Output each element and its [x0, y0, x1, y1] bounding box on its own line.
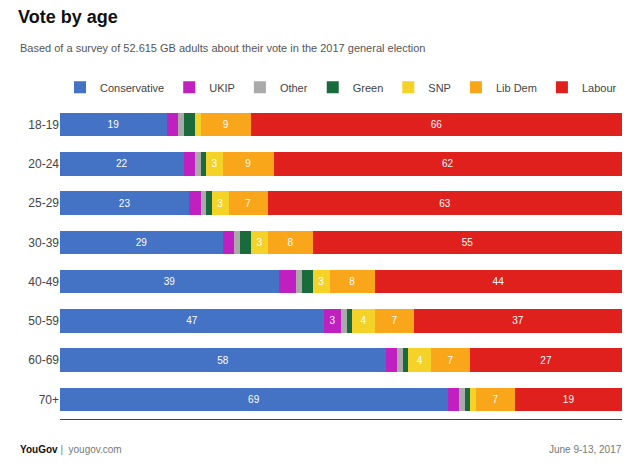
svg-text:SNP: SNP: [428, 82, 451, 94]
svg-text:23: 23: [119, 198, 131, 209]
svg-text:UKIP: UKIP: [209, 82, 235, 94]
svg-text:7: 7: [493, 394, 499, 405]
svg-text:8: 8: [349, 276, 355, 287]
svg-text:40-49: 40-49: [28, 275, 59, 289]
svg-text:69: 69: [248, 394, 260, 405]
svg-text:37: 37: [512, 315, 524, 326]
svg-text:Based of a survey of 52.615 GB: Based of a survey of 52.615 GB adults ab…: [20, 42, 425, 54]
svg-text:62: 62: [442, 158, 454, 169]
svg-text:50-59: 50-59: [28, 314, 59, 328]
svg-text:9: 9: [223, 119, 229, 130]
svg-text:63: 63: [439, 198, 451, 209]
svg-text:3: 3: [330, 315, 336, 326]
svg-text:47: 47: [186, 315, 198, 326]
svg-text:22: 22: [116, 158, 128, 169]
svg-text:Green: Green: [353, 82, 384, 94]
svg-text:27: 27: [540, 355, 552, 366]
svg-text:Conservative: Conservative: [100, 82, 164, 94]
svg-text:39: 39: [164, 276, 176, 287]
svg-text:70+: 70+: [39, 393, 59, 407]
svg-text:18-19: 18-19: [28, 118, 59, 132]
svg-text:Vote by age: Vote by age: [18, 7, 118, 27]
svg-text:3: 3: [257, 237, 263, 248]
svg-text:19: 19: [563, 394, 575, 405]
svg-text:Other: Other: [280, 82, 308, 94]
svg-text:3: 3: [217, 198, 223, 209]
svg-text:7: 7: [245, 198, 251, 209]
svg-text:4: 4: [417, 355, 423, 366]
svg-text:25-29: 25-29: [28, 196, 59, 210]
svg-text:58: 58: [217, 355, 229, 366]
svg-text:8: 8: [287, 237, 293, 248]
svg-text:55: 55: [462, 237, 474, 248]
svg-text:4: 4: [360, 315, 366, 326]
svg-text:7: 7: [448, 355, 454, 366]
svg-text:19: 19: [108, 119, 120, 130]
svg-text:9: 9: [245, 158, 251, 169]
svg-text:66: 66: [431, 119, 443, 130]
svg-text:30-39: 30-39: [28, 236, 59, 250]
svg-text:44: 44: [493, 276, 505, 287]
svg-text:20-24: 20-24: [28, 157, 59, 171]
svg-text:7: 7: [391, 315, 397, 326]
svg-text:Labour: Labour: [582, 82, 617, 94]
svg-text:June 9-13, 2017: June 9-13, 2017: [549, 444, 622, 455]
svg-text:3: 3: [212, 158, 218, 169]
svg-text:60-69: 60-69: [28, 353, 59, 367]
svg-text:3: 3: [318, 276, 324, 287]
svg-text:YouGov | yougov.com: YouGov | yougov.com: [20, 444, 122, 455]
svg-text:29: 29: [136, 237, 148, 248]
svg-text:Lib Dem: Lib Dem: [496, 82, 537, 94]
